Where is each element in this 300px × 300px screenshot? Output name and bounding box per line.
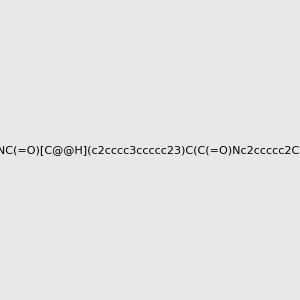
Text: O=C1NC(=O)[C@@H](c2cccc3ccccc23)C(C(=O)Nc2ccccc2C)=C1C: O=C1NC(=O)[C@@H](c2cccc3ccccc23)C(C(=O)N… <box>0 145 300 155</box>
